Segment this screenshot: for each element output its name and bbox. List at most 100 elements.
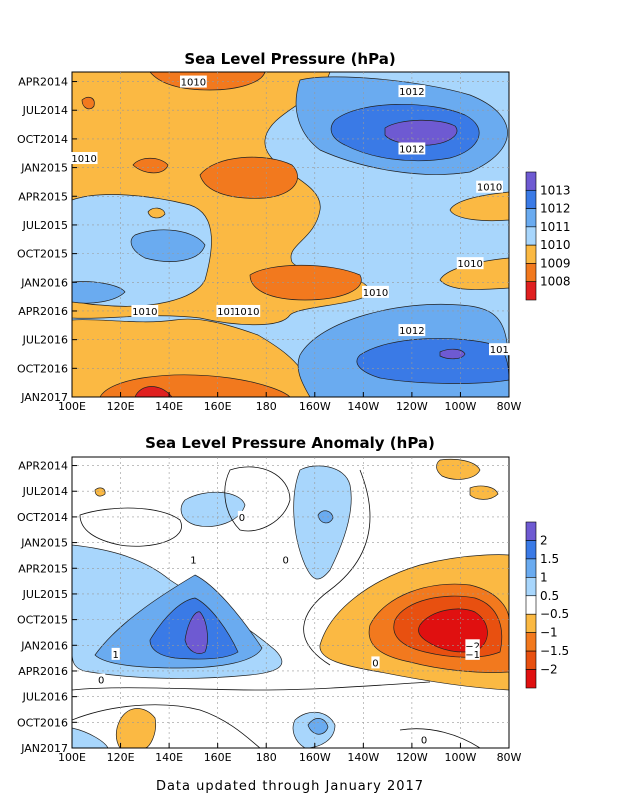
- y-tick-label: APR2016: [18, 305, 68, 318]
- panel2-colorbar: 2 1.5 1 0.5 −0.5 −1 −1.5 −2: [525, 521, 569, 689]
- panel2-contour-labels: 0 1 0 1 −2−1 0 0 0: [97, 510, 480, 746]
- p2-orange-ne2: [469, 485, 499, 500]
- colorbar-swatch: [525, 226, 537, 246]
- contour-label: 0: [282, 556, 288, 567]
- y-tick-label: JAN2016: [20, 639, 68, 652]
- y-tick-label: OCT2014: [17, 511, 68, 524]
- panel2-grid: [72, 457, 509, 748]
- contour-label: 1010: [132, 307, 157, 318]
- y-tick-label: JUL2015: [22, 219, 68, 232]
- colorbar-swatch: [525, 521, 537, 541]
- x-tick-label: 160W: [299, 400, 331, 413]
- p1-lblue-west: [130, 229, 206, 262]
- contour-label: 0: [372, 658, 378, 669]
- x-tick-label: 120E: [107, 751, 135, 764]
- colorbar-tick-label: 1009: [540, 256, 571, 270]
- colorbar-swatch: [525, 613, 537, 633]
- contour-label: −2: [465, 641, 480, 652]
- y-tick-label: OCT2016: [17, 362, 68, 375]
- y-tick-label: APR2014: [18, 460, 68, 473]
- y-tick-label: JAN2017: [20, 391, 68, 404]
- panel1-x-ticks: 100E 120E 140E 160E 180 160W 140W 120W 100W 80W: [58, 392, 522, 413]
- p2-orange-ne: [436, 458, 481, 480]
- panel2-frame: [71, 456, 510, 749]
- x-tick-label: 140W: [347, 400, 379, 413]
- colorbar-swatch: [525, 540, 537, 560]
- contour-label-bg: [281, 553, 290, 566]
- colorbar-tick-label: 1008: [540, 275, 571, 289]
- colorbar-tick-label: −0.5: [540, 607, 569, 621]
- x-tick-label: 160E: [204, 751, 232, 764]
- panel1-colorbar: 1013 1012 1011 1010 1009 1008: [525, 171, 571, 301]
- x-tick-label: 160W: [299, 751, 331, 764]
- x-tick-label: 100E: [58, 400, 86, 413]
- colorbar-tick-label: −2: [540, 663, 558, 677]
- contour-label-bg: [97, 673, 106, 686]
- colorbar-swatch: [525, 595, 537, 615]
- y-tick-label: APR2014: [18, 76, 68, 89]
- colorbar-tick-label: 1.5: [540, 552, 559, 566]
- contour-label: 0: [421, 735, 427, 746]
- x-tick-label: 140W: [347, 751, 379, 764]
- contour-label: 1010: [181, 78, 206, 89]
- panel2-x-ticks: 100E 120E 140E 160E 180 160W 140W 120W 100W 80W: [58, 743, 522, 764]
- panel1-frame: [71, 71, 510, 398]
- p1-purple-north: [384, 119, 458, 146]
- y-tick-label: APR2015: [18, 562, 68, 575]
- contour-label: 0: [98, 676, 104, 687]
- contour-label-bg: [70, 152, 98, 165]
- x-tick-label: 120W: [396, 400, 428, 413]
- contour-label: 1010: [234, 307, 259, 318]
- contour-label-bg: [362, 285, 389, 298]
- contour-label-bg: [488, 343, 510, 356]
- y-tick-label: OCT2015: [17, 248, 68, 261]
- y-tick-label: JAN2015: [20, 537, 68, 550]
- contour-label: 1012: [399, 144, 424, 155]
- p2-contour-0e: [303, 469, 371, 666]
- x-tick-label: 120E: [107, 400, 135, 413]
- y-tick-label: JAN2017: [20, 742, 68, 755]
- colorbar-tick-label: 1013: [540, 183, 571, 197]
- colorbar-swatch: [525, 558, 537, 578]
- contour-label-bg: [398, 324, 426, 337]
- contour-label-bg: [419, 733, 429, 746]
- panel1-field: [72, 72, 509, 397]
- contour-label: 101: [490, 345, 509, 356]
- p2-blue1-small: [317, 510, 334, 524]
- p1-blue-east-south: [356, 338, 509, 384]
- p1-dorange-top: [149, 72, 266, 91]
- y-tick-label: OCT2016: [17, 716, 68, 729]
- contour-label: 1012: [399, 326, 424, 337]
- contour-label: 1010: [457, 259, 482, 270]
- panel2-field: [72, 457, 509, 748]
- colorbar-swatch: [525, 669, 537, 689]
- colorbar-tick-label: 1011: [540, 220, 571, 234]
- p2-orange-nw-small: [94, 487, 106, 497]
- p1-dorange-small2: [81, 96, 95, 110]
- colorbar-swatch: [525, 189, 537, 209]
- colorbar-tick-label: 1012: [540, 202, 571, 216]
- y-tick-label: OCT2015: [17, 614, 68, 627]
- colorbar-swatch: [525, 244, 537, 264]
- p2-purple: [184, 611, 208, 654]
- y-tick-label: JAN2016: [20, 276, 68, 289]
- x-tick-label: 80W: [497, 400, 522, 413]
- p2-contour-0c: [72, 681, 431, 691]
- colorbar-tick-label: 1: [540, 570, 548, 584]
- x-tick-label: 180: [256, 751, 277, 764]
- p1-orange-patch: [147, 207, 166, 219]
- contour-label: 1010: [217, 307, 242, 318]
- y-tick-label: JUL2014: [22, 104, 68, 117]
- x-tick-label: 180: [256, 400, 277, 413]
- contour-label-bg: [456, 257, 484, 270]
- colorbar-swatch: [525, 632, 537, 652]
- contour-label: 1010: [363, 288, 388, 299]
- y-tick-label: JUL2016: [22, 691, 68, 704]
- y-tick-label: APR2016: [18, 665, 68, 678]
- y-tick-label: JUL2016: [22, 334, 68, 347]
- x-tick-label: 100E: [58, 751, 86, 764]
- x-tick-label: 140E: [155, 400, 183, 413]
- contour-label-bg: [476, 180, 503, 193]
